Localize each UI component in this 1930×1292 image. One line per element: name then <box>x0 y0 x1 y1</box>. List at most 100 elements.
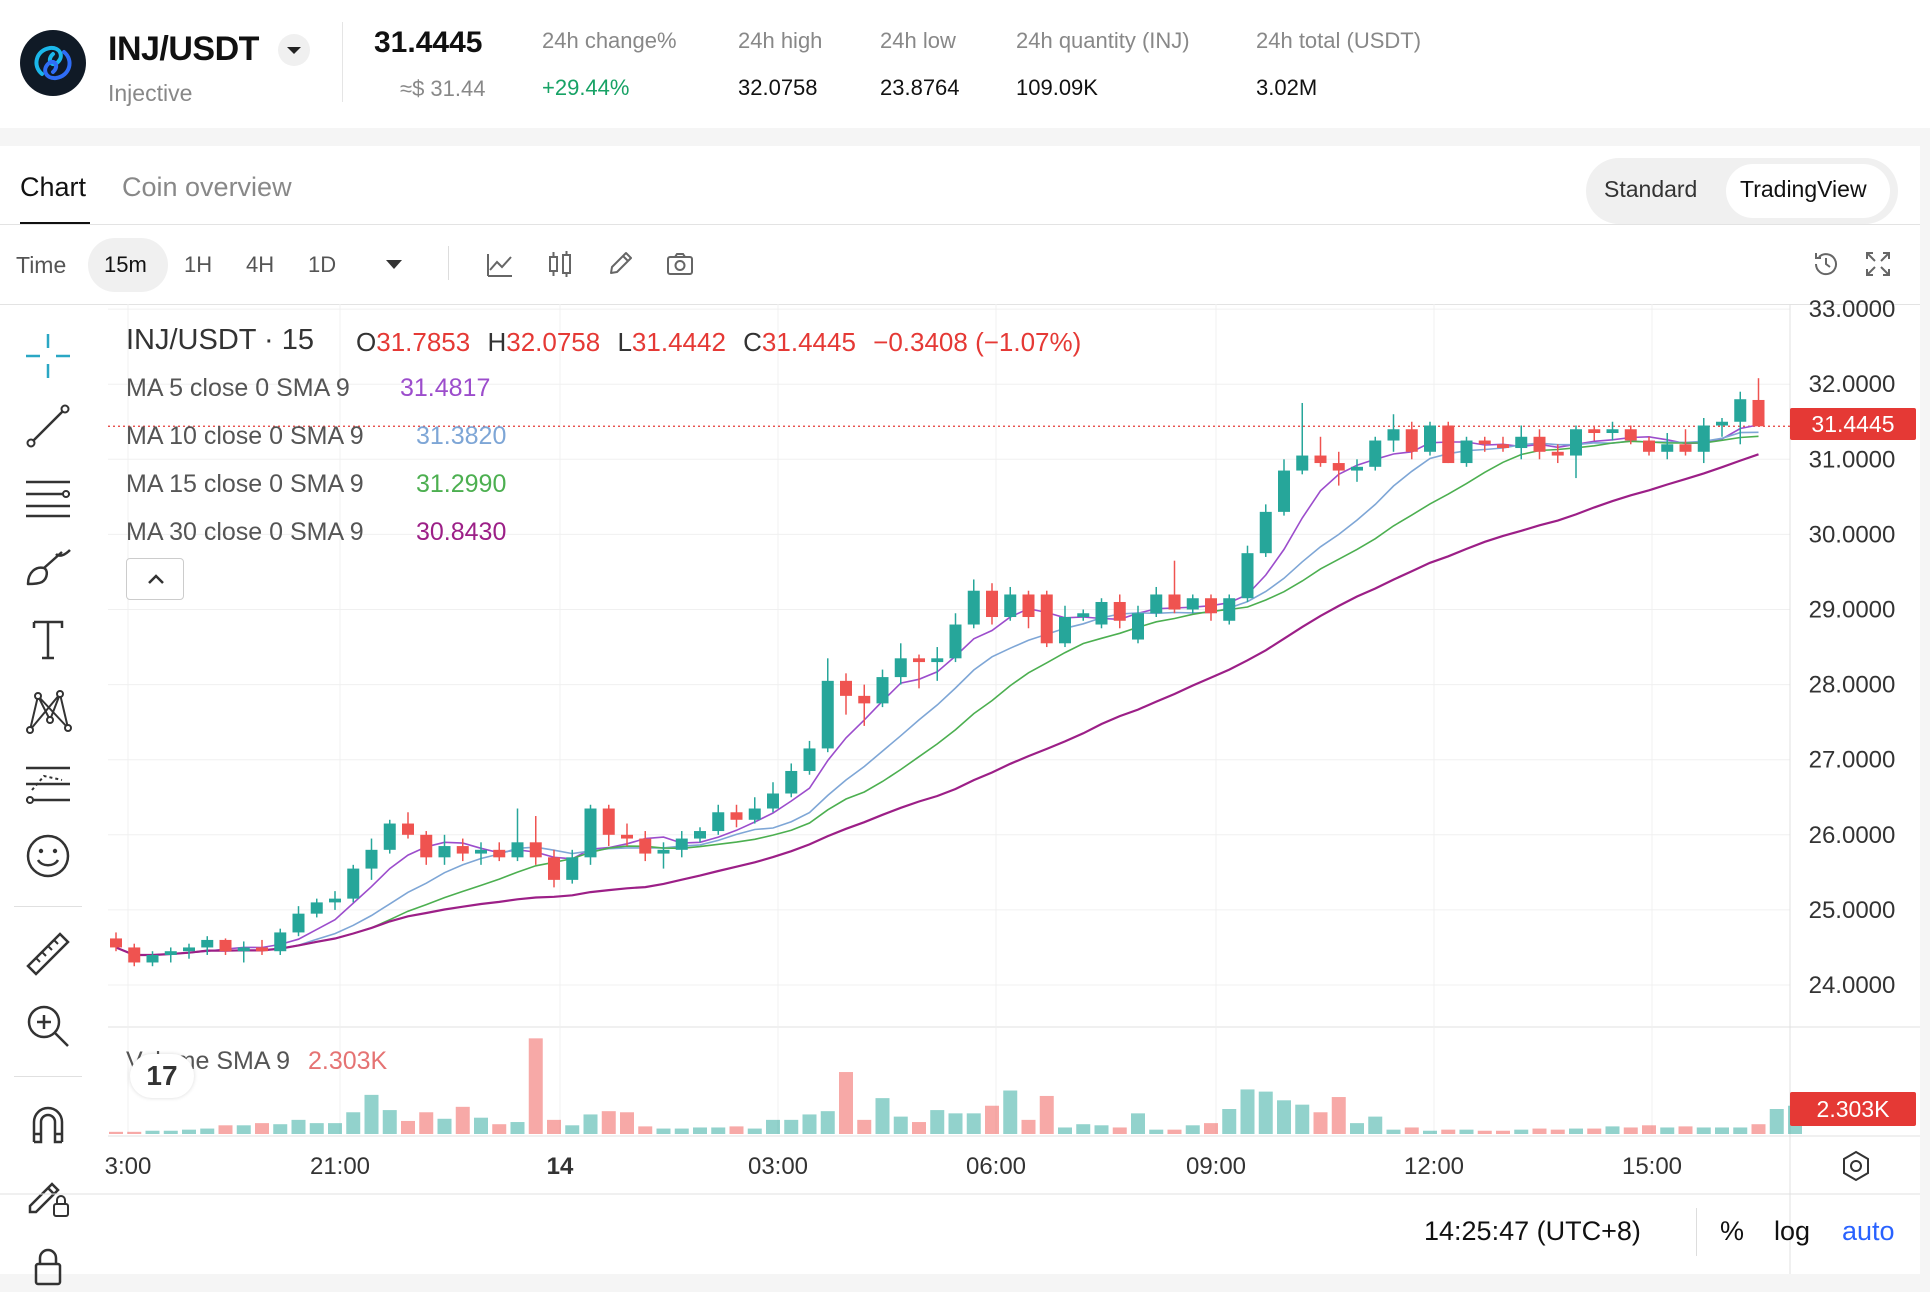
candle-body <box>256 947 268 952</box>
candle-body <box>292 913 305 933</box>
view-toggle: Standard TradingView <box>1586 158 1898 224</box>
candle-body <box>657 849 670 854</box>
candle-body <box>1132 613 1144 640</box>
candle-body <box>967 590 980 625</box>
candle-body <box>949 624 962 659</box>
pair-name[interactable]: INJ/USDT <box>108 30 259 68</box>
candle-type-icon[interactable] <box>542 246 578 282</box>
candle-body <box>1643 440 1655 452</box>
volume-bar <box>218 1125 233 1134</box>
volume-bar <box>382 1110 397 1134</box>
camera-icon[interactable] <box>662 246 698 282</box>
volume-bar <box>1514 1129 1529 1134</box>
tab-coin-overview[interactable]: Coin overview <box>122 172 292 202</box>
volume-bar <box>1623 1127 1638 1134</box>
volume-bar <box>1185 1125 1200 1134</box>
interval-4h[interactable]: 4H <box>246 252 275 277</box>
candle-body <box>1551 451 1564 456</box>
volume-bar <box>1788 1105 1802 1134</box>
volume-bar <box>583 1114 598 1134</box>
volume-bar <box>565 1125 580 1134</box>
candle-body <box>1241 553 1254 599</box>
candle-body <box>1460 440 1473 464</box>
lock-drawings-icon[interactable] <box>22 1170 74 1222</box>
candle-body <box>110 938 122 948</box>
last-price: 31.4445 <box>374 26 483 59</box>
candle-body <box>1478 440 1491 445</box>
interval-1d[interactable]: 1D <box>308 252 337 277</box>
toolbar-divider <box>448 246 449 280</box>
volume-bar <box>1441 1129 1456 1134</box>
header-divider <box>342 22 343 102</box>
volume-bar <box>1459 1129 1474 1134</box>
magnet-icon[interactable] <box>22 1098 74 1150</box>
volume-bar <box>1240 1089 1255 1134</box>
legend-collapse-button[interactable] <box>126 558 184 600</box>
volume-bar <box>674 1128 689 1134</box>
candle-body <box>767 793 779 809</box>
volume-bar <box>346 1112 361 1134</box>
price-axis-label: 27.0000 <box>1809 747 1896 774</box>
candle-body <box>785 770 798 794</box>
pair-dropdown-button[interactable] <box>278 34 310 66</box>
candle-body <box>329 898 341 903</box>
price-axis-label: 33.0000 <box>1809 296 1896 323</box>
candle-body <box>1716 421 1728 426</box>
candle-body <box>1405 429 1418 452</box>
brush-icon[interactable] <box>22 542 74 594</box>
settings-icon[interactable] <box>1838 1148 1874 1184</box>
view-tradingview-button[interactable]: TradingView <box>1726 164 1890 218</box>
view-standard-button[interactable]: Standard <box>1604 176 1698 202</box>
crosshair-icon[interactable] <box>22 330 74 382</box>
interval-15m[interactable]: 15m <box>104 252 147 277</box>
volume-bar <box>492 1124 507 1134</box>
candle-body <box>1697 425 1710 452</box>
volume-bar <box>1368 1116 1383 1134</box>
volume-bar <box>875 1098 890 1134</box>
forecast-icon[interactable] <box>22 758 74 810</box>
price-axis-label: 29.0000 <box>1809 597 1896 624</box>
horizontal-lines-icon[interactable] <box>22 470 74 522</box>
volume-bar <box>857 1119 872 1134</box>
pattern-icon[interactable] <box>22 686 74 738</box>
candle-body <box>621 834 633 839</box>
interval-dropdown-icon[interactable] <box>386 260 402 269</box>
stat-quantity-value: 109.09K <box>1016 75 1098 100</box>
coin-name: Injective <box>108 80 193 106</box>
zoom-in-icon[interactable] <box>22 1000 74 1052</box>
volume-bar <box>364 1094 379 1134</box>
volume-bar <box>1076 1124 1091 1134</box>
stat-change-value: +29.44% <box>542 75 630 100</box>
pencil-icon[interactable] <box>602 246 638 282</box>
candle-body <box>986 590 998 618</box>
candle-body <box>1752 399 1765 427</box>
fullscreen-icon[interactable] <box>1860 246 1896 282</box>
trend-line-icon[interactable] <box>22 400 74 452</box>
volume-bar <box>1423 1130 1437 1134</box>
volume-bar <box>1167 1129 1182 1134</box>
candle-body <box>164 951 177 955</box>
candle-body <box>1533 436 1546 452</box>
candle-body <box>529 842 542 858</box>
candle-body <box>1205 598 1217 614</box>
ruler-icon[interactable] <box>22 928 74 980</box>
text-tool-icon[interactable] <box>22 614 74 666</box>
volume-bar <box>1058 1127 1072 1134</box>
candle-body <box>365 849 378 869</box>
volume-bar <box>1094 1125 1109 1134</box>
time-axis-label: 14 <box>547 1153 574 1180</box>
indicators-icon[interactable] <box>482 246 518 282</box>
candle-body <box>1022 594 1035 618</box>
candle-body <box>146 954 159 963</box>
volume-bar <box>1715 1127 1729 1134</box>
history-icon[interactable] <box>1808 246 1844 282</box>
tab-chart[interactable]: Chart <box>20 172 87 202</box>
interval-1h[interactable]: 1H <box>184 252 213 277</box>
volume-bar <box>1131 1113 1145 1134</box>
candle-body <box>913 658 925 663</box>
candle-body <box>639 838 652 854</box>
candle-body <box>219 939 232 952</box>
emoji-icon[interactable] <box>22 830 74 882</box>
